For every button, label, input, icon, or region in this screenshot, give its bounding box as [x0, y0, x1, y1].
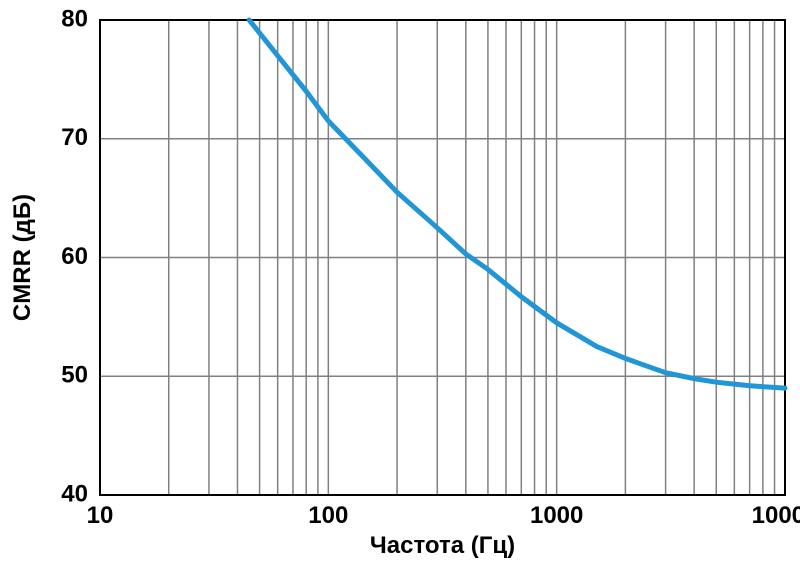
x-tick-label: 1000	[530, 502, 583, 529]
y-axis-label: CMRR (дБ)	[9, 194, 36, 321]
cmrr-chart: 40 50 60 70 80 10 100 1000 10000 CMRR (дБ) Частота…	[0, 0, 800, 561]
y-tick-label: 80	[61, 5, 88, 32]
x-tick-label: 100	[308, 502, 348, 529]
y-tick-label: 70	[61, 124, 88, 151]
x-tick-label: 10000	[752, 502, 800, 529]
y-tick-label: 50	[61, 362, 88, 389]
y-tick-label: 40	[61, 480, 88, 507]
y-tick-label: 60	[61, 243, 88, 270]
x-tick-label: 10	[87, 502, 114, 529]
x-axis-label: Частота (Гц)	[370, 532, 515, 559]
chart-svg: 40 50 60 70 80 10 100 1000 10000 CMRR (дБ) Частота…	[0, 0, 800, 561]
